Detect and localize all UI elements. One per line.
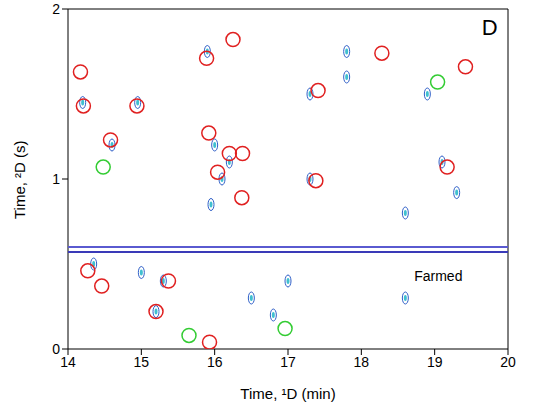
svg-text:15: 15: [134, 354, 150, 370]
svg-text:Time, ²D (s): Time, ²D (s): [11, 140, 28, 219]
svg-text:17: 17: [280, 354, 296, 370]
svg-text:18: 18: [354, 354, 370, 370]
svg-text:Farmed: Farmed: [414, 268, 462, 284]
svg-text:Time, ¹D (min): Time, ¹D (min): [240, 385, 335, 402]
svg-text:1: 1: [52, 171, 60, 187]
svg-text:14: 14: [60, 354, 76, 370]
svg-text:19: 19: [427, 354, 443, 370]
svg-text:2: 2: [52, 1, 60, 17]
svg-text:16: 16: [207, 354, 223, 370]
svg-text:0: 0: [52, 341, 60, 357]
svg-text:20: 20: [500, 354, 516, 370]
svg-text:D: D: [482, 15, 498, 40]
